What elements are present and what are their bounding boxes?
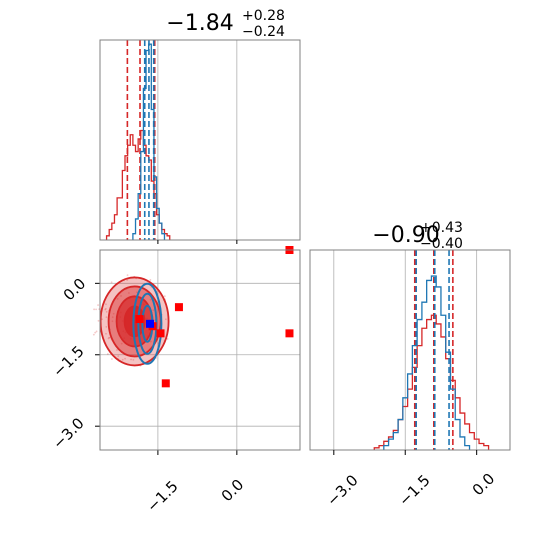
joint-sample-point — [93, 308, 95, 311]
joint-sample-point — [152, 309, 155, 312]
joint-sample-point — [126, 279, 129, 281]
joint-sample-point — [124, 357, 126, 360]
joint-sample-point — [149, 279, 152, 281]
joint-ytick-label-0: 0.0 — [60, 275, 90, 305]
m2-axes-frame — [309, 249, 511, 451]
joint-sample-point — [130, 358, 132, 361]
title-param-1-minus: −0.24 — [242, 24, 285, 40]
joint-axes-frame — [99, 249, 301, 451]
title-param-1-value: −1.84 — [166, 11, 233, 36]
joint-sample-point — [112, 312, 115, 315]
title-param-2-minus: −0.40 — [420, 236, 463, 252]
joint-blue-marker-0 — [146, 319, 154, 328]
joint-sample-point — [92, 333, 95, 336]
joint-sample-point — [117, 355, 120, 358]
joint-sample-point — [126, 274, 129, 277]
joint-sample-point — [166, 338, 169, 340]
joint-blue-contour-0 — [132, 282, 163, 365]
joint-xtick-label-0: −1.5 — [143, 477, 181, 515]
m2-hist-series-0 — [373, 314, 490, 450]
joint-sample-point — [116, 297, 119, 300]
m1-axes-frame — [99, 39, 301, 241]
joint-sample-point — [111, 358, 113, 360]
title-param-2-value: −0.90 — [372, 223, 439, 248]
joint-red-marker-3 — [156, 329, 165, 338]
joint-sample-point — [105, 303, 107, 306]
title-param-1-plus: +0.28 — [242, 8, 285, 24]
joint-red-marker-1 — [135, 315, 144, 324]
joint-sample-point — [149, 298, 152, 301]
joint-sample-point — [136, 291, 138, 294]
joint-sample-point — [97, 319, 100, 322]
joint-ytick-label-2: −3.0 — [49, 414, 87, 452]
panel-marginal-param-2 — [309, 249, 511, 455]
joint-red-marker-0 — [174, 303, 183, 312]
title-param-2-plus: +0.43 — [420, 220, 463, 236]
joint-red-marker-4 — [161, 379, 170, 388]
title-param-1: −1.84 — [166, 11, 233, 36]
joint-sample-point — [97, 304, 99, 306]
marginal-2-xtick-label-0: −3.0 — [323, 471, 361, 509]
panel-joint — [92, 246, 301, 455]
m1-hist-series-1 — [132, 43, 166, 240]
joint-sample-point — [104, 308, 107, 311]
joint-sample-point — [105, 325, 108, 328]
joint-sample-point — [111, 316, 114, 319]
joint-sample-point — [105, 316, 108, 319]
joint-sample-point — [106, 353, 109, 355]
joint-sample-point — [116, 349, 118, 351]
joint-ytick-label-1: −1.5 — [49, 342, 87, 380]
joint-sample-point — [94, 331, 97, 334]
joint-sample-point — [163, 295, 166, 298]
marginal-2-xtick-label-1: −1.5 — [395, 471, 433, 509]
joint-sample-point — [105, 332, 107, 335]
joint-sample-point — [108, 336, 110, 339]
joint-sample-point — [120, 342, 123, 345]
joint-sample-point — [120, 295, 122, 297]
joint-sample-point — [121, 358, 124, 361]
joint-red-marker-5 — [285, 329, 294, 338]
joint-sample-point — [104, 307, 107, 310]
marginal-2-xtick-label-2: 0.0 — [469, 470, 499, 500]
joint-sample-point — [111, 320, 114, 323]
joint-sample-point — [95, 330, 98, 333]
joint-sample-point — [128, 292, 130, 294]
joint-sample-point — [164, 318, 167, 321]
panel-marginal-param-1 — [99, 39, 301, 244]
joint-sample-point — [105, 310, 108, 313]
joint-sample-point — [95, 308, 97, 311]
joint-sample-point — [132, 358, 135, 361]
joint-sample-point — [110, 281, 113, 284]
joint-sample-point — [107, 337, 110, 340]
m2-hist-series-1 — [383, 275, 471, 450]
joint-sample-point — [101, 318, 103, 321]
joint-sample-point — [149, 340, 152, 343]
joint-xtick-label-1: 0.0 — [218, 476, 248, 506]
